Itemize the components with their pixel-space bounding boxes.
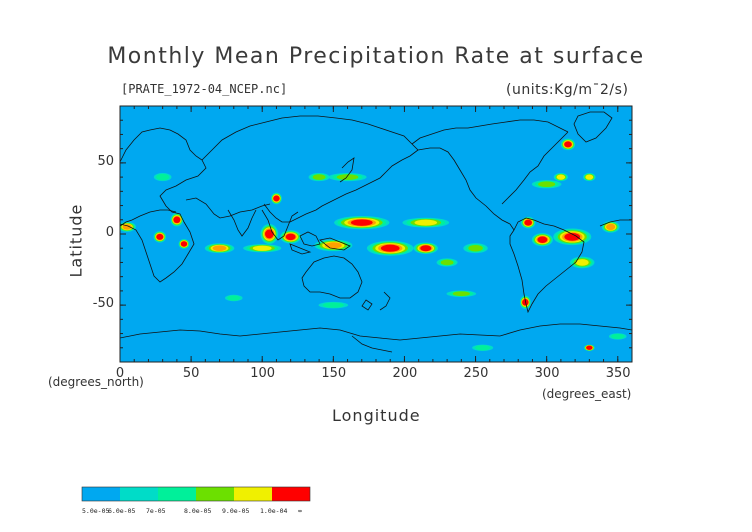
colorbar-label: ∞ <box>298 507 302 515</box>
colorbar-swatch <box>272 487 310 501</box>
precip-region <box>224 294 243 302</box>
precip-contour <box>564 232 581 241</box>
precip-contour <box>538 181 556 188</box>
precip-contour <box>156 233 164 240</box>
precip-contour <box>212 245 227 252</box>
colorbar-label: 5.0e-05 <box>82 507 110 515</box>
colorbar-label: 6.0e-05 <box>108 507 136 515</box>
x-tick-label: 350 <box>605 366 631 381</box>
precip-region <box>601 221 620 233</box>
dataset-filename: [PRATE_1972-04_NCEP.nc] <box>121 82 288 96</box>
precip-region <box>153 173 172 182</box>
precip-region <box>170 213 184 227</box>
precip-contour <box>156 173 170 181</box>
precip-region <box>366 240 414 256</box>
precip-contour <box>285 233 296 241</box>
precip-region <box>402 217 450 228</box>
x-tick-label: 0 <box>115 366 125 381</box>
precip-contour <box>537 236 548 243</box>
colorbar-frame <box>81 486 311 502</box>
x-tick-label: 200 <box>392 366 418 381</box>
colorbar-label: 8.0e-05 <box>184 507 212 515</box>
precip-contour <box>586 345 593 350</box>
precip-region <box>314 239 353 252</box>
precip-region <box>553 173 569 182</box>
precip-contour <box>350 219 373 226</box>
precip-contour <box>227 295 241 301</box>
precip-region <box>243 244 282 253</box>
precip-region <box>583 173 596 182</box>
map-title: Monthly Mean Precipitation Rate at surfa… <box>107 44 645 69</box>
precip-contour <box>322 302 344 308</box>
x-tick-label: 100 <box>250 366 276 381</box>
precip-contour <box>475 345 491 351</box>
precip-region <box>153 231 167 243</box>
precip-contour <box>452 291 470 297</box>
precip-contour <box>173 216 181 224</box>
colorbar-swatch <box>234 487 272 501</box>
precip-region <box>178 239 190 249</box>
precip-region <box>531 233 553 247</box>
precip-region <box>318 301 349 309</box>
precip-region <box>271 192 282 205</box>
precip-contour <box>312 174 326 180</box>
precip-contour <box>420 245 432 252</box>
precip-contour <box>273 195 280 202</box>
colorbar-label: 7e-05 <box>146 507 166 515</box>
precip-region <box>260 223 279 245</box>
precip-region <box>334 216 390 230</box>
precipitation-regions <box>120 138 627 351</box>
axis-ticks <box>119 106 633 362</box>
coastlines <box>120 111 632 353</box>
x-tick-label: 150 <box>321 366 347 381</box>
precip-contour <box>524 219 532 226</box>
precip-region <box>413 242 439 254</box>
precip-region <box>328 173 367 182</box>
y-tick-label: 50 <box>97 153 114 169</box>
precip-contour <box>606 223 616 231</box>
precip-contour <box>468 244 483 252</box>
precip-region <box>204 243 235 254</box>
precip-region <box>472 344 494 351</box>
precip-contour <box>575 259 589 266</box>
x-tick-label: 250 <box>463 366 489 381</box>
precip-contour <box>556 174 566 180</box>
colorbar-swatch <box>158 487 196 501</box>
precip-contour <box>440 259 454 266</box>
y-tick-label: 0 <box>105 225 114 240</box>
x-tick-label: 300 <box>534 366 560 381</box>
x-unit-label: (degrees_east) <box>542 387 632 401</box>
precip-region <box>446 290 477 297</box>
precip-contour <box>585 174 594 180</box>
colorbar-label: 9.0e-05 <box>222 507 250 515</box>
x-tick-label: 50 <box>182 366 200 381</box>
units-label: (units:Kg/m¯2/s) <box>506 82 629 98</box>
precip-region <box>608 333 627 340</box>
precip-region <box>521 216 536 229</box>
colorbar-swatch <box>196 487 234 501</box>
y-unit-label: (degrees_north) <box>48 375 144 389</box>
y-tick-label: -50 <box>92 296 114 312</box>
x-axis-title: Longitude <box>332 406 421 425</box>
precip-contour <box>611 333 625 340</box>
precip-contour <box>252 245 272 251</box>
colorbar-swatch <box>82 487 120 501</box>
precip-contour <box>564 141 572 148</box>
precip-region <box>583 344 595 351</box>
precip-region <box>553 228 592 246</box>
precip-contour <box>414 219 438 226</box>
precip-contour <box>180 241 188 247</box>
precip-contour <box>336 174 359 180</box>
colorbar-label: 1.0e-04 <box>260 507 288 515</box>
precip-region <box>463 243 488 254</box>
precip-region <box>531 180 562 189</box>
precip-contour <box>380 244 400 252</box>
precip-region <box>436 258 458 267</box>
colorbar-swatch <box>120 487 158 501</box>
precip-region <box>308 173 330 182</box>
precip-region <box>560 138 576 151</box>
